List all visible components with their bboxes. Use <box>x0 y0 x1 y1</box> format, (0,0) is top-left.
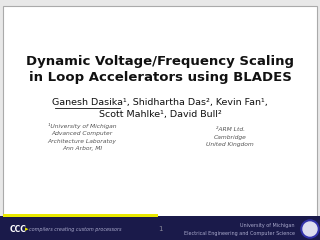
Text: University of Michigan: University of Michigan <box>241 223 295 228</box>
Text: 1: 1 <box>158 226 162 232</box>
Bar <box>0 216 320 240</box>
Text: Dynamic Voltage/Frequency Scaling: Dynamic Voltage/Frequency Scaling <box>26 55 294 68</box>
Text: in Loop Accelerators using BLADES: in Loop Accelerators using BLADES <box>28 72 292 84</box>
Circle shape <box>301 220 319 238</box>
Text: ▸: ▸ <box>25 226 28 232</box>
Text: Scott Mahlke¹, David Bull²: Scott Mahlke¹, David Bull² <box>99 109 221 119</box>
Text: compilers creating custom processors: compilers creating custom processors <box>29 227 122 232</box>
Circle shape <box>303 222 317 236</box>
Text: ¹University of Michigan
Advanced Computer
Architecture Laboratoy
Ann Arbor, MI: ¹University of Michigan Advanced Compute… <box>48 123 116 151</box>
Text: Ganesh Dasika¹, Shidhartha Das², Kevin Fan¹,: Ganesh Dasika¹, Shidhartha Das², Kevin F… <box>52 98 268 108</box>
Bar <box>3 214 158 217</box>
Text: Electrical Engineering and Computer Science: Electrical Engineering and Computer Scie… <box>184 230 295 235</box>
Text: ²ARM Ltd.
Cambridge
United Kingdom: ²ARM Ltd. Cambridge United Kingdom <box>206 127 254 147</box>
Text: CCC: CCC <box>10 224 27 234</box>
